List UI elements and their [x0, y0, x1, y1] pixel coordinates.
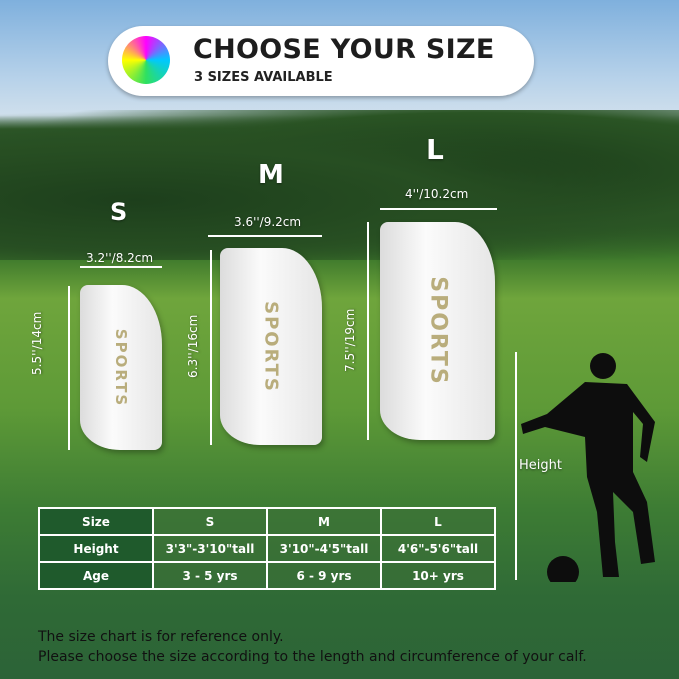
length-arrow-s [68, 286, 70, 450]
guard-print: SPORTS [425, 276, 450, 386]
width-l: 4''/10.2cm [405, 187, 469, 201]
title-banner: CHOOSE YOUR SIZE 3 SIZES AVAILABLE [108, 26, 534, 96]
table-cell: M [266, 507, 382, 536]
height-arrow [515, 352, 517, 580]
treeline [0, 110, 679, 260]
size-label-s: S [110, 198, 128, 226]
length-s: 5.5''/14cm [30, 311, 44, 375]
page-subtitle: 3 SIZES AVAILABLE [194, 70, 333, 85]
ball [547, 556, 579, 582]
length-arrow-m [210, 250, 212, 445]
width-arrow-s [80, 266, 162, 268]
table-cell: S [152, 507, 268, 536]
length-l: 7.5''/19cm [343, 308, 357, 372]
footer-note-1: The size chart is for reference only. [38, 629, 284, 645]
width-arrow-l [380, 208, 497, 210]
player-silhouette [521, 353, 655, 582]
length-arrow-l [367, 222, 369, 440]
table-cell: 6 - 9 yrs [266, 561, 382, 590]
shin-guard-s: SPORTS [80, 285, 162, 450]
table-cell: 10+ yrs [380, 561, 496, 590]
table-cell: 3 - 5 yrs [152, 561, 268, 590]
table-cell: 4'6"-5'6"tall [380, 534, 496, 563]
table-header-cell: Size [38, 507, 154, 536]
table-cell: 3'3"-3'10"tall [152, 534, 268, 563]
length-m: 6.3''/16cm [186, 314, 200, 378]
width-s: 3.2''/8.2cm [86, 251, 154, 265]
size-table: Size S M L Height 3'3"-3'10"tall 3'10"-4… [38, 507, 496, 590]
width-m: 3.6''/9.2cm [234, 215, 302, 229]
height-label: Height [519, 458, 562, 473]
guard-print: SPORTS [112, 328, 130, 407]
guard-print: SPORTS [260, 300, 282, 393]
table-row: Height 3'3"-3'10"tall 3'10"-4'5"tall 4'6… [38, 534, 496, 563]
size-label-m: M [258, 160, 284, 190]
table-header-cell: Height [38, 534, 154, 563]
shin-guard-l: SPORTS [380, 222, 495, 440]
footer-note-2: Please choose the size according to the … [38, 649, 587, 665]
soccer-ball-icon [122, 36, 170, 84]
page-title: CHOOSE YOUR SIZE [193, 34, 495, 65]
size-label-l: L [426, 133, 444, 166]
table-row: Age 3 - 5 yrs 6 - 9 yrs 10+ yrs [38, 561, 496, 590]
width-arrow-m [208, 235, 322, 237]
table-row: Size S M L [38, 507, 496, 536]
table-header-cell: Age [38, 561, 154, 590]
table-cell: L [380, 507, 496, 536]
table-cell: 3'10"-4'5"tall [266, 534, 382, 563]
shin-guard-m: SPORTS [220, 248, 322, 445]
